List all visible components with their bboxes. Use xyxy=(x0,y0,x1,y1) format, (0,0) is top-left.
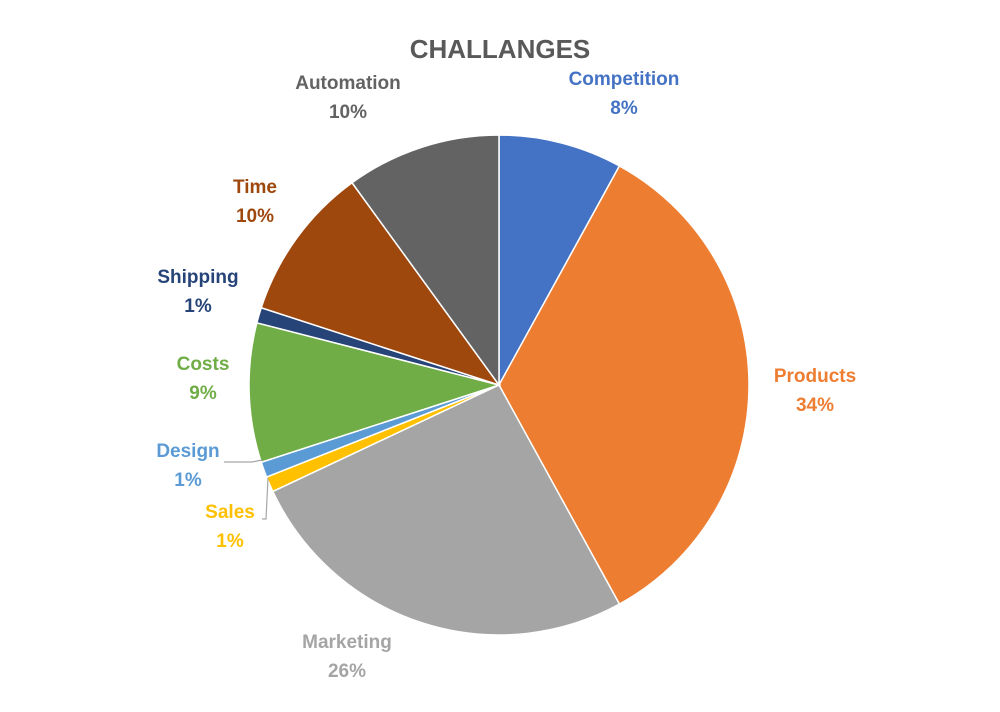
data-label-category: Time xyxy=(233,177,277,198)
data-label-automation: Automation 10% xyxy=(295,73,401,123)
data-label-category: Design xyxy=(156,441,219,462)
data-label-time: Time 10% xyxy=(233,177,277,227)
leader-line-design xyxy=(224,459,263,463)
pie-slice-time xyxy=(260,181,501,387)
data-label-sales: Sales 1% xyxy=(205,502,255,552)
data-labels: Competition 8% Products 34% Marketing 26% Sale… xyxy=(156,69,856,682)
pie-slice-competition xyxy=(498,134,621,386)
data-label-costs: Costs 9% xyxy=(177,354,230,404)
chart-title: CHALLANGES xyxy=(410,34,591,64)
data-label-category: Shipping xyxy=(157,267,238,288)
data-label-percent: 8% xyxy=(610,98,638,119)
data-label-category: Costs xyxy=(177,354,230,375)
data-label-shipping: Shipping 1% xyxy=(157,267,238,317)
data-label-marketing: Marketing 26% xyxy=(302,632,392,682)
leader-lines xyxy=(224,459,269,520)
leader-line-sales xyxy=(262,477,269,520)
data-label-category: Competition xyxy=(569,69,680,90)
pie-slice-marketing xyxy=(271,384,621,636)
pie-slice-costs xyxy=(248,321,502,464)
data-label-percent: 9% xyxy=(189,383,217,404)
data-label-percent: 1% xyxy=(184,296,212,317)
data-label-design: Design 1% xyxy=(156,441,219,491)
data-label-competition: Competition 8% xyxy=(569,69,680,119)
data-label-percent: 34% xyxy=(796,395,834,416)
pie-slice-automation xyxy=(351,134,500,388)
data-label-category: Automation xyxy=(295,73,401,94)
data-label-percent: 1% xyxy=(216,531,244,552)
data-label-percent: 1% xyxy=(174,470,202,491)
pie-slices xyxy=(248,134,750,636)
data-label-percent: 10% xyxy=(329,102,367,123)
pie-slice-products xyxy=(498,164,750,606)
data-label-category: Sales xyxy=(205,502,255,523)
data-label-percent: 26% xyxy=(328,661,366,682)
data-label-category: Marketing xyxy=(302,632,392,653)
data-label-products: Products 34% xyxy=(774,366,856,416)
data-label-category: Products xyxy=(774,366,856,387)
data-label-percent: 10% xyxy=(236,206,274,227)
